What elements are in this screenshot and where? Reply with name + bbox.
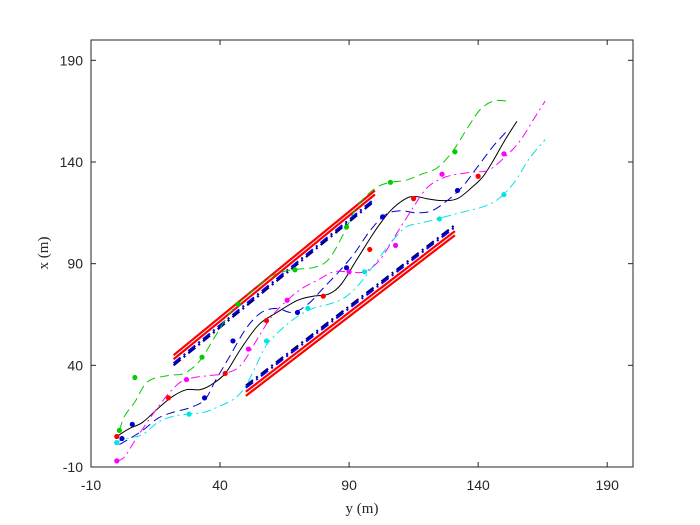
trajectory-marker-5 <box>361 269 368 275</box>
trajectory-marker-1 <box>263 318 270 324</box>
trajectory-marker-3 <box>230 338 236 344</box>
trajectory-line-4 <box>116 100 546 462</box>
lane-boundary-line <box>245 234 456 397</box>
x-tick-label: 40 <box>212 477 228 493</box>
trajectory-marker-1 <box>222 370 228 377</box>
trajectory-marker-2 <box>235 301 241 307</box>
trajectory-marker-1 <box>114 433 120 440</box>
trajectory-marker-2 <box>292 267 298 273</box>
trajectory-marker-5 <box>114 440 120 446</box>
y-tick-label: 90 <box>67 256 83 272</box>
x-tick-label: -10 <box>81 477 101 493</box>
y-tick-label: 190 <box>60 52 84 68</box>
x-tick-label: 90 <box>341 477 357 493</box>
trajectory-marker-3 <box>119 435 125 442</box>
y-tick-label: -10 <box>63 459 83 475</box>
trajectory-marker-3 <box>129 421 135 427</box>
lane-boundaries <box>172 189 456 397</box>
trajectory-marker-4 <box>392 242 399 248</box>
x-tick-label: 140 <box>466 477 490 493</box>
x-axis-ticks: -10 40 90 140 190 <box>81 40 619 493</box>
trajectory-marker-3 <box>380 214 386 220</box>
trajectory-marker-2 <box>452 149 458 155</box>
trajectory-marker-3 <box>343 265 350 271</box>
trajectory-marker-1 <box>320 293 326 299</box>
x-axis-label: y (m) <box>346 501 379 517</box>
trajectory-marker-4 <box>439 171 445 177</box>
trajectory-marker-2 <box>343 224 350 230</box>
y-axis-label: x (m) <box>36 237 52 270</box>
trajectory-marker-5 <box>263 338 270 344</box>
trajectory-marker-5 <box>305 305 311 311</box>
trajectory-marker-4 <box>114 458 120 464</box>
lane-boundary-line <box>172 189 376 357</box>
trajectory-markers <box>114 149 507 464</box>
trajectory-marker-5 <box>186 411 192 417</box>
lane-boundary-line <box>245 224 456 387</box>
trajectory-marker-3 <box>454 187 461 194</box>
lane-boundary-line <box>245 226 456 389</box>
trajectory-marker-1 <box>367 246 373 253</box>
trajectory-marker-2 <box>387 179 393 185</box>
y-tick-label: 140 <box>60 154 84 170</box>
x-tick-label: 190 <box>596 477 620 493</box>
lane-boundary-line <box>172 199 376 367</box>
lane-boundary-line <box>245 230 456 393</box>
trajectory-marker-3 <box>294 309 301 316</box>
trajectory-marker-1 <box>475 173 481 179</box>
trajectory-marker-4 <box>501 151 507 157</box>
y-tick-label: 40 <box>67 357 83 373</box>
trajectory-marker-5 <box>436 216 443 222</box>
trajectory-marker-3 <box>201 395 208 401</box>
trajectory-marker-4 <box>183 376 190 383</box>
trajectory-marker-2 <box>199 354 205 360</box>
trajectory-marker-4 <box>245 346 252 352</box>
trajectory-marker-2 <box>116 427 122 433</box>
plot-frame <box>90 39 634 468</box>
trajectory-marker-1 <box>165 395 172 401</box>
trajectory-line-1 <box>116 121 518 437</box>
trajectory-marker-2 <box>132 374 138 381</box>
lane-boundary-line <box>172 193 376 361</box>
trajectory-marker-5 <box>501 191 507 198</box>
y-axis-ticks: -10 40 90 140 190 <box>60 52 633 475</box>
plot-background <box>91 40 633 467</box>
lane-boundary-line <box>172 197 376 365</box>
trajectory-line-3 <box>119 131 507 446</box>
trajectory-marker-4 <box>284 297 290 303</box>
trajectory-marker-1 <box>411 196 417 202</box>
trajectory-marker-4 <box>346 269 352 275</box>
